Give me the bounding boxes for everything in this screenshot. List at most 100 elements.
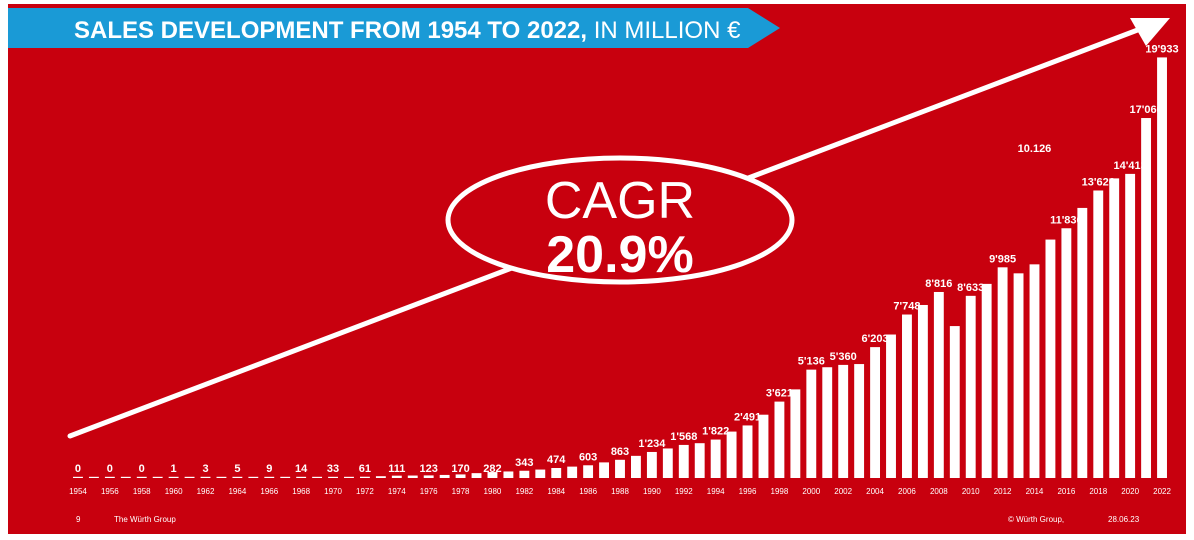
bar-1981	[503, 471, 514, 478]
bar-2011	[981, 283, 992, 478]
data-label-2014: 10.126	[1018, 143, 1052, 155]
x-tick-1960: 1960	[165, 487, 183, 496]
banner-title-light: IN MILLION €	[587, 17, 741, 44]
bar-1997	[758, 414, 769, 478]
x-tick-1954: 1954	[69, 487, 87, 496]
x-tick-1982: 1982	[515, 487, 533, 496]
x-tick-1976: 1976	[420, 487, 438, 496]
bar-1965	[248, 476, 259, 478]
bar-2004	[870, 347, 881, 478]
bar-1959	[152, 476, 163, 478]
data-label-2002: 5'360	[830, 351, 857, 363]
bar-1977	[439, 474, 450, 478]
bar-1991	[662, 448, 673, 478]
data-label-1954: 0	[75, 463, 81, 475]
bar-1987	[599, 462, 609, 478]
x-tick-1966: 1966	[260, 487, 278, 496]
bar-1971	[344, 476, 354, 478]
bar-1976	[423, 475, 434, 478]
data-label-2006: 7'748	[893, 301, 920, 313]
bar-2020	[1125, 173, 1136, 478]
cagr-ellipse	[445, 155, 795, 285]
x-tick-1994: 1994	[707, 487, 725, 496]
cagr-badge: CAGR 20.9%	[445, 155, 795, 285]
growth-arrow-head	[1130, 18, 1170, 46]
x-tick-1992: 1992	[675, 487, 693, 496]
data-label-1980: 282	[483, 463, 501, 475]
data-label-1966: 9	[266, 463, 272, 475]
bar-2008	[933, 291, 944, 478]
footer-date: 28.06.23	[1108, 515, 1140, 524]
x-tick-1962: 1962	[197, 487, 215, 496]
data-label-1988: 863	[611, 446, 629, 458]
x-tick-1956: 1956	[101, 487, 119, 496]
data-label-2022: 19'933	[1145, 43, 1178, 55]
x-tick-1972: 1972	[356, 487, 374, 496]
x-tick-1990: 1990	[643, 487, 661, 496]
data-label-1986: 603	[579, 451, 597, 463]
bar-2019	[1109, 178, 1120, 478]
data-label-1964: 5	[234, 463, 240, 475]
bar-1961	[184, 476, 195, 478]
bar-1986	[583, 465, 594, 478]
x-tick-1988: 1988	[611, 487, 629, 496]
x-tick-1996: 1996	[739, 487, 757, 496]
data-label-2020: 14'413	[1114, 160, 1147, 172]
bar-1964	[232, 476, 243, 478]
bar-1957	[120, 476, 131, 478]
bar-2014	[1029, 264, 1040, 478]
x-tick-2000: 2000	[802, 487, 820, 496]
data-label-2021: 17'060	[1129, 104, 1162, 116]
bar-1969	[312, 476, 323, 478]
x-tick-2014: 2014	[1026, 487, 1044, 496]
data-label-1960: 1	[171, 463, 177, 475]
bar-2009	[949, 326, 960, 478]
data-label-2010: 8'633	[957, 282, 984, 294]
footer-company: The Würth Group	[114, 515, 176, 524]
bar-2001	[822, 367, 833, 478]
bar-1974	[391, 475, 402, 478]
bar-2012	[997, 267, 1008, 478]
bar-2002	[838, 364, 849, 478]
x-tick-1984: 1984	[547, 487, 565, 496]
bar-1956	[104, 476, 115, 478]
bar-2015	[1045, 239, 1056, 478]
bar-1998	[774, 401, 785, 478]
sales-bar-chart: 0 0 0 1 3 5 9 14 33 61 111 123 170 282 343 474 603 863 1'2…	[8, 4, 1186, 534]
bar-2000	[806, 369, 817, 478]
bar-2006	[902, 314, 912, 478]
bar-1967	[280, 476, 291, 478]
data-label-1998: 3'621	[766, 388, 793, 400]
bar-2022	[1157, 57, 1167, 478]
footer-copyright: © Würth Group,	[1008, 515, 1064, 524]
x-tick-2012: 2012	[994, 487, 1012, 496]
bar-1978	[455, 474, 466, 478]
banner-title-bold: SALES DEVELOPMENT FROM 1954 TO 2022,	[74, 17, 587, 44]
bar-1995	[726, 431, 737, 478]
svg-text:SALES DEVELOPMENT FROM 1954 TO: SALES DEVELOPMENT FROM 1954 TO 2022, IN …	[74, 17, 741, 44]
x-tick-2010: 2010	[962, 487, 980, 496]
bar-1996	[742, 425, 753, 478]
bar-1984	[551, 468, 562, 478]
bar-1972	[359, 476, 370, 478]
bar-1990	[646, 451, 657, 478]
x-tick-2004: 2004	[866, 487, 884, 496]
bar-1992	[678, 444, 689, 478]
data-labels-group: 0 0 0 1 3 5 9 14 33 61 111 123 170 282 343 474 603 863 1'2…	[75, 43, 1179, 475]
bar-1999	[790, 389, 801, 478]
data-label-1976: 123	[420, 463, 438, 475]
bar-1983	[535, 469, 546, 478]
data-label-2016: 11'836	[1050, 214, 1083, 226]
bar-1970	[328, 476, 338, 478]
bar-2013	[1013, 273, 1024, 478]
x-tick-1986: 1986	[579, 487, 597, 496]
x-tick-1970: 1970	[324, 487, 342, 496]
data-label-1994: 1'822	[702, 426, 729, 438]
x-tick-2020: 2020	[1121, 487, 1139, 496]
data-label-2000: 5'136	[798, 356, 825, 368]
bar-2018	[1093, 190, 1104, 479]
bar-1994	[710, 439, 721, 478]
x-tick-2008: 2008	[930, 487, 948, 496]
bar-1954	[73, 476, 83, 478]
